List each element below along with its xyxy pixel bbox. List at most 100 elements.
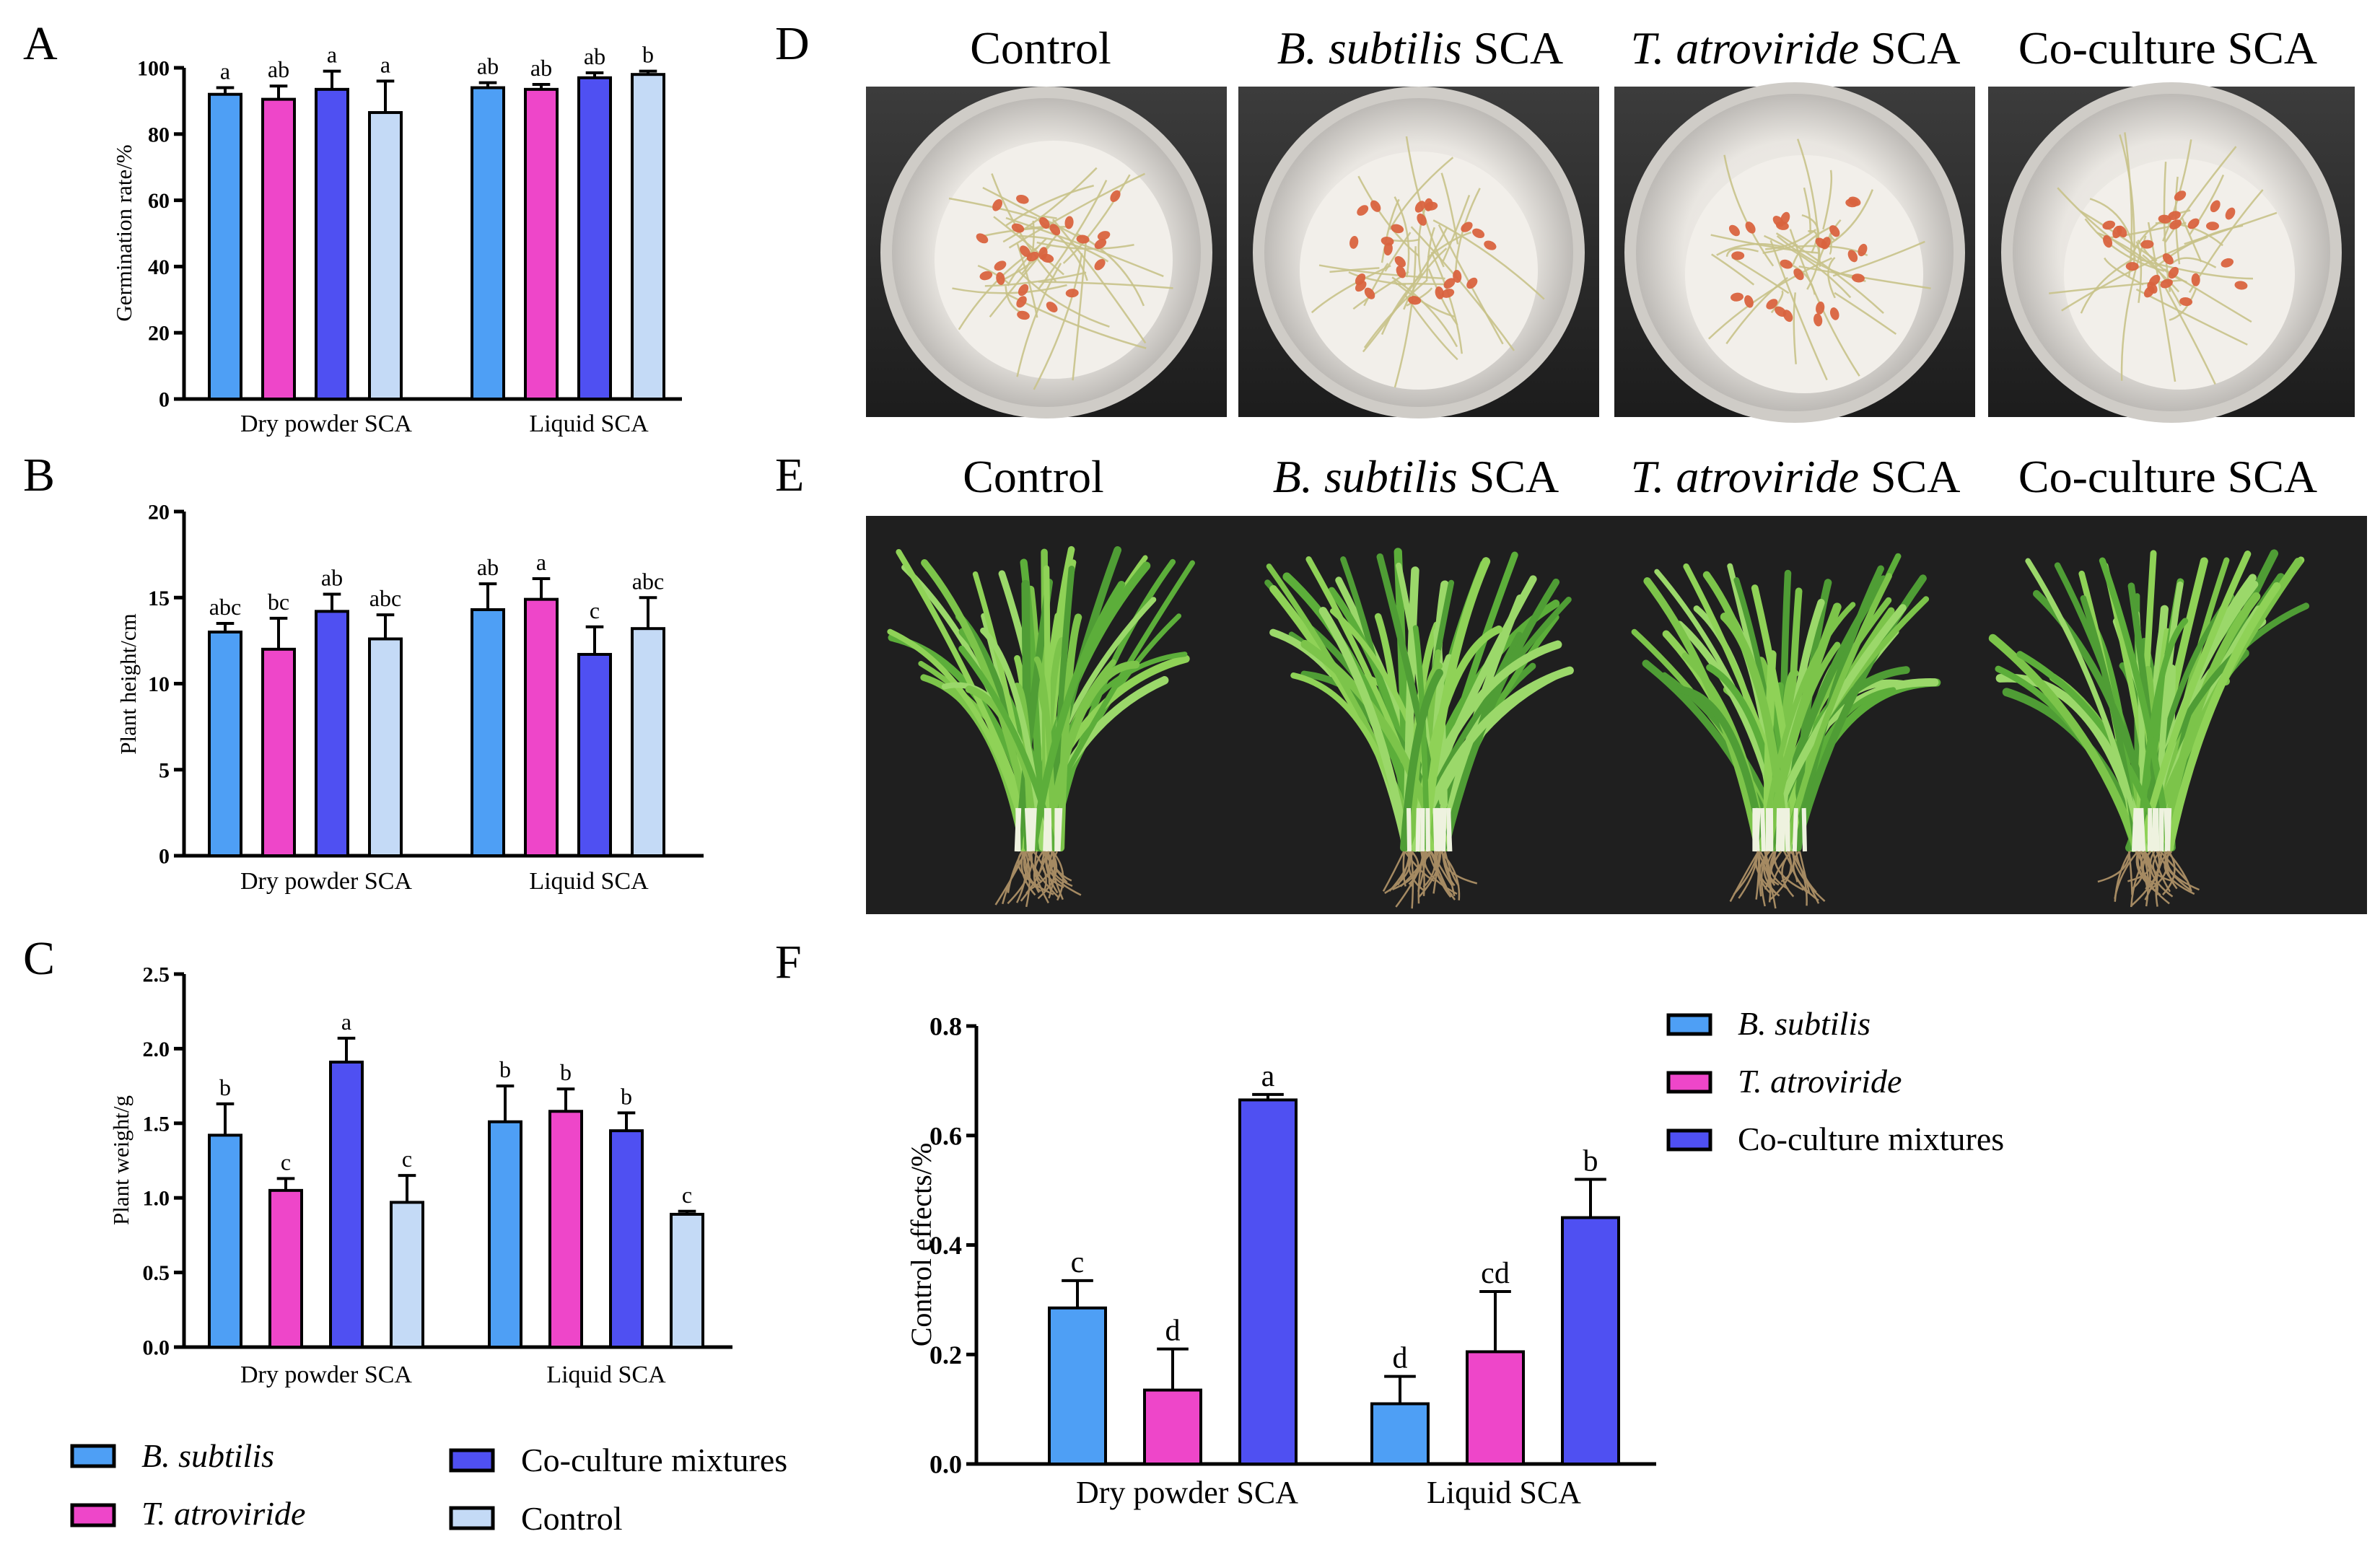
plant-bundles <box>887 545 2310 909</box>
leaf <box>1420 557 1491 852</box>
seedling-sprout <box>1329 267 1380 273</box>
bar <box>368 637 403 857</box>
bar <box>315 610 349 858</box>
seed <box>1076 234 1090 244</box>
seed <box>1435 286 1444 299</box>
seedling-sprout <box>1036 241 1134 250</box>
photo-d-title-3: T. atroviride SCA <box>1631 22 1961 74</box>
seedlings-d1 <box>948 167 1173 390</box>
seed <box>2125 262 2139 271</box>
bar <box>368 110 403 400</box>
y-axis-label: Control effects/% <box>905 1143 937 1347</box>
seedling-sprout <box>1018 234 1109 263</box>
seed <box>1016 195 1029 204</box>
seed <box>1484 240 1497 250</box>
seedling-sprout <box>977 264 1010 285</box>
seed <box>1011 223 1025 233</box>
significance-letter: a <box>380 51 390 77</box>
significance-letter: b <box>560 1059 572 1085</box>
seedling-sprout <box>2119 134 2135 265</box>
seedling-sprout <box>2169 287 2197 321</box>
seed <box>1110 190 1121 202</box>
seed <box>1383 242 1393 256</box>
stem <box>1792 807 1798 852</box>
seed <box>2225 207 2236 220</box>
bar <box>524 597 559 857</box>
seed <box>2191 273 2200 286</box>
seed <box>996 272 1005 285</box>
seed <box>1443 278 1456 289</box>
y-tick-label: 0.2 <box>929 1341 962 1369</box>
seed <box>2103 234 2113 248</box>
leaf <box>2159 592 2261 852</box>
root <box>2144 851 2163 900</box>
seed <box>2158 214 2171 224</box>
seed <box>2102 220 2116 230</box>
seedling-sprout <box>1808 229 1818 254</box>
seedling-sprout <box>1062 174 1131 264</box>
root <box>1046 851 1072 882</box>
leaf <box>1029 580 1126 852</box>
seedling-sprout <box>1005 216 1164 278</box>
significance-letter: a <box>220 58 230 84</box>
panel-letter-d: D <box>775 17 810 70</box>
stem <box>1056 807 1063 852</box>
seedling-sprout <box>1770 290 1784 314</box>
seedling-sprout <box>1711 253 1755 286</box>
bar <box>329 1061 364 1349</box>
seed <box>1472 228 1485 239</box>
significance-letter: b <box>621 1083 632 1109</box>
legend-label-control: Control <box>521 1500 623 1537</box>
category-label: Liquid SCA <box>546 1362 666 1388</box>
root <box>994 851 1027 906</box>
seedling-sprout <box>1425 227 1435 280</box>
panel-letter-c: C <box>23 932 55 985</box>
seed <box>1745 222 1756 234</box>
seed <box>1414 201 1425 213</box>
seed <box>1381 237 1394 246</box>
seedling-sprout <box>1394 246 1417 388</box>
seedling-sprout <box>2124 132 2133 278</box>
category-label: Dry powder SCA <box>240 1362 412 1388</box>
seed <box>1094 259 1106 271</box>
seedling-sprout <box>2135 241 2143 303</box>
y-tick-label: 0.0 <box>929 1450 962 1479</box>
leaf <box>2099 557 2173 851</box>
root <box>1020 851 1036 896</box>
seedling-sprout <box>1394 280 1455 317</box>
bar <box>1370 1402 1430 1465</box>
seed <box>1408 296 1422 305</box>
seed <box>1094 238 1107 250</box>
root <box>1007 851 1033 905</box>
significance-letter: b <box>219 1074 231 1100</box>
y-tick-label: 2.5 <box>143 963 170 987</box>
seed <box>2210 200 2221 213</box>
significance-letter: a <box>327 42 337 68</box>
panel-e-photo <box>866 516 2367 914</box>
significance-letter: abc <box>632 568 664 594</box>
seed <box>2187 218 2200 229</box>
leaf <box>2136 618 2189 851</box>
stem <box>1784 807 1790 852</box>
seedling-sprout <box>1834 291 1897 336</box>
legend-f-swatch-coculture <box>1666 1128 1712 1152</box>
seedling-sprout <box>1716 242 1785 256</box>
leaf <box>1033 656 1057 851</box>
seedling-sprout <box>2164 146 2237 243</box>
seed <box>1782 310 1793 323</box>
y-tick-label: 1.5 <box>143 1112 170 1136</box>
bar <box>631 627 665 857</box>
seed <box>994 260 1007 271</box>
legend-swatch-control <box>449 1506 495 1530</box>
bar <box>208 1134 242 1349</box>
seed <box>1814 313 1823 327</box>
significance-letter: d <box>1165 1315 1181 1348</box>
seed <box>1016 296 1027 308</box>
bar <box>548 1110 583 1349</box>
legend-f: B. subtilis T. atroviride Co-culture mix… <box>1666 1005 2004 1157</box>
seedling-sprout <box>1406 287 1433 307</box>
seedling-sprout <box>1440 172 1459 245</box>
seedling-sprout <box>1762 244 1798 254</box>
stem <box>1415 807 1421 852</box>
bar <box>1238 1098 1298 1466</box>
